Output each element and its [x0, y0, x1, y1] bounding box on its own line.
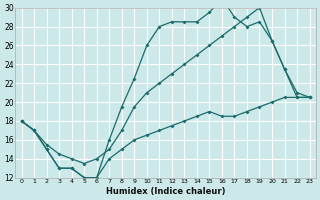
X-axis label: Humidex (Indice chaleur): Humidex (Indice chaleur): [106, 187, 225, 196]
